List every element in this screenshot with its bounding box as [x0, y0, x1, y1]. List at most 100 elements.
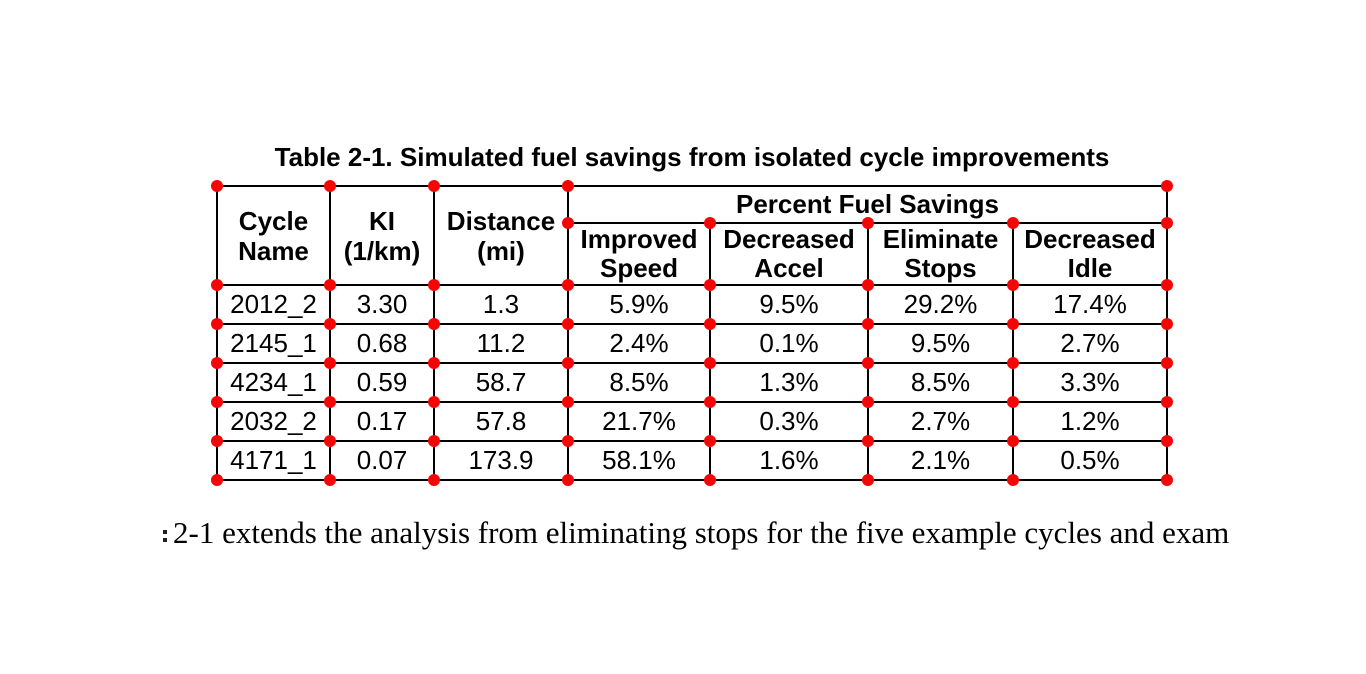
- intersection-marker: [1007, 435, 1019, 447]
- intersection-marker: [704, 396, 716, 408]
- cell-decreased-idle: 0.5%: [1012, 440, 1168, 481]
- cell-distance: 57.8: [433, 401, 569, 442]
- intersection-marker: [704, 435, 716, 447]
- intersection-marker: [704, 279, 716, 291]
- intersection-marker: [428, 396, 440, 408]
- intersection-marker: [428, 279, 440, 291]
- intersection-marker: [324, 318, 336, 330]
- table-caption: Table 2-1. Simulated fuel savings from i…: [274, 142, 1110, 172]
- intersection-marker: [704, 217, 716, 229]
- cell-distance: 1.3: [433, 284, 569, 325]
- cell-ki: 0.07: [329, 440, 435, 481]
- intersection-marker: [1161, 435, 1173, 447]
- intersection-marker: [1007, 217, 1019, 229]
- header-row-sub: Improved Speed Decreased Accel Eliminate…: [217, 222, 1168, 286]
- cell-decreased-accel: 1.6%: [709, 440, 869, 481]
- clipped-glyph-fragment: [163, 530, 167, 542]
- intersection-marker: [562, 318, 574, 330]
- intersection-marker: [324, 474, 336, 486]
- intersection-marker: [324, 357, 336, 369]
- cell-distance: 58.7: [433, 362, 569, 403]
- intersection-marker: [1161, 318, 1173, 330]
- intersection-marker: [324, 435, 336, 447]
- table-row: 4234_1 0.59 58.7 8.5% 1.3% 8.5% 3.3%: [216, 362, 1168, 403]
- intersection-marker: [211, 279, 223, 291]
- sub-header-decreased-accel: Decreased Accel: [709, 222, 869, 286]
- cell-decreased-idle: 3.3%: [1012, 362, 1168, 403]
- intersection-marker: [862, 357, 874, 369]
- table-body: 2012_2 3.30 1.3 5.9% 9.5% 29.2% 17.4% 2145_1 0.6…: [216, 284, 1168, 481]
- intersection-marker: [862, 279, 874, 291]
- intersection-marker: [862, 217, 874, 229]
- sub-header-eliminate-stops: Eliminate Stops: [867, 222, 1014, 286]
- intersection-marker: [1161, 180, 1173, 192]
- intersection-marker: [562, 474, 574, 486]
- cell-cycle-name: 4171_1: [216, 440, 331, 481]
- sub-header-decreased-idle: Decreased Idle: [1012, 222, 1168, 286]
- cell-eliminate-stops: 29.2%: [867, 284, 1014, 325]
- cell-ki: 0.59: [329, 362, 435, 403]
- cell-decreased-accel: 1.3%: [709, 362, 869, 403]
- cell-ki: 3.30: [329, 284, 435, 325]
- cell-cycle-name: 4234_1: [216, 362, 331, 403]
- intersection-marker: [1007, 357, 1019, 369]
- intersection-marker: [562, 279, 574, 291]
- table-row: 4171_1 0.07 173.9 58.1% 1.6% 2.1% 0.5%: [216, 440, 1168, 481]
- body-text: 2-1 extends the analysis from eliminatin…: [173, 515, 1230, 550]
- intersection-marker: [211, 396, 223, 408]
- cell-improved-speed: 2.4%: [567, 323, 711, 364]
- intersection-marker: [562, 435, 574, 447]
- intersection-marker: [211, 180, 223, 192]
- intersection-marker: [704, 474, 716, 486]
- intersection-marker: [1161, 396, 1173, 408]
- intersection-marker: [704, 318, 716, 330]
- cell-distance: 11.2: [433, 323, 569, 364]
- cell-distance: 173.9: [433, 440, 569, 481]
- cell-improved-speed: 21.7%: [567, 401, 711, 442]
- cell-improved-speed: 58.1%: [567, 440, 711, 481]
- table-row: 2032_2 0.17 57.8 21.7% 0.3% 2.7% 1.2%: [216, 401, 1168, 442]
- cell-improved-speed: 8.5%: [567, 362, 711, 403]
- table-row: 2012_2 3.30 1.3 5.9% 9.5% 29.2% 17.4%: [216, 284, 1168, 325]
- intersection-marker: [1007, 279, 1019, 291]
- intersection-marker: [862, 318, 874, 330]
- intersection-marker: [428, 318, 440, 330]
- cell-cycle-name: 2032_2: [216, 401, 331, 442]
- intersection-marker: [428, 474, 440, 486]
- intersection-marker: [1007, 474, 1019, 486]
- intersection-marker: [1161, 474, 1173, 486]
- intersection-marker: [1007, 396, 1019, 408]
- intersection-marker: [562, 217, 574, 229]
- intersection-marker: [211, 357, 223, 369]
- col-header-cycle-name: Cycle Name: [216, 185, 331, 286]
- intersection-marker: [428, 435, 440, 447]
- intersection-marker: [211, 474, 223, 486]
- table-header: Cycle Name KI (1/km) Distance (mi) Perce…: [216, 185, 1168, 286]
- cell-eliminate-stops: 9.5%: [867, 323, 1014, 364]
- cell-decreased-accel: 9.5%: [709, 284, 869, 325]
- cell-decreased-idle: 2.7%: [1012, 323, 1168, 364]
- intersection-marker: [862, 435, 874, 447]
- cell-cycle-name: 2145_1: [216, 323, 331, 364]
- intersection-marker: [324, 279, 336, 291]
- intersection-marker: [1007, 318, 1019, 330]
- cell-ki: 0.17: [329, 401, 435, 442]
- intersection-marker: [324, 180, 336, 192]
- table-row: 2145_1 0.68 11.2 2.4% 0.1% 9.5% 2.7%: [216, 323, 1168, 364]
- col-header-ki: KI (1/km): [329, 185, 435, 286]
- cell-eliminate-stops: 2.7%: [867, 401, 1014, 442]
- cell-improved-speed: 5.9%: [567, 284, 711, 325]
- intersection-marker: [1161, 357, 1173, 369]
- intersection-marker: [211, 318, 223, 330]
- intersection-marker: [1161, 217, 1173, 229]
- intersection-marker: [562, 180, 574, 192]
- intersection-marker: [562, 357, 574, 369]
- cell-cycle-name: 2012_2: [216, 284, 331, 325]
- intersection-marker: [1161, 279, 1173, 291]
- cell-decreased-accel: 0.1%: [709, 323, 869, 364]
- sub-header-improved-speed: Improved Speed: [567, 222, 711, 286]
- intersection-marker: [324, 396, 336, 408]
- intersection-marker: [428, 180, 440, 192]
- cell-eliminate-stops: 2.1%: [867, 440, 1014, 481]
